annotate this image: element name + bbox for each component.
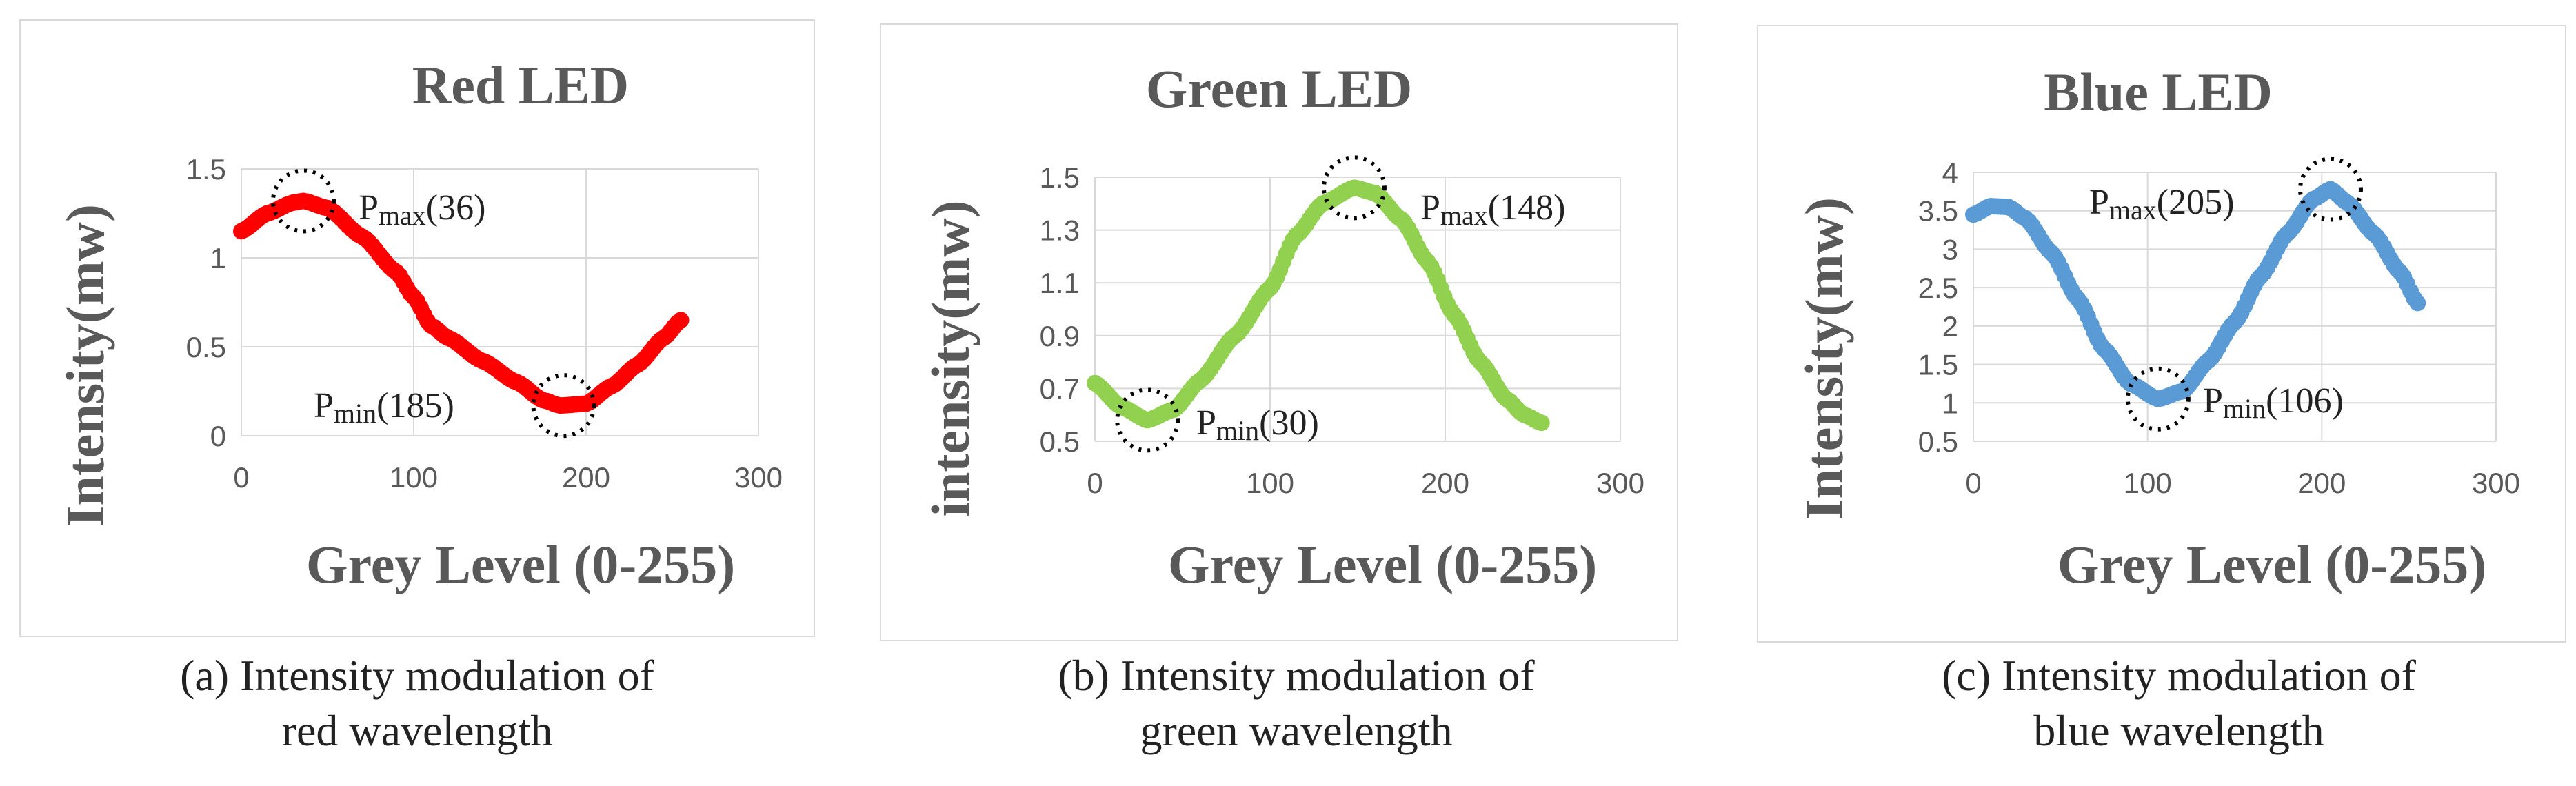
y-axis-label-b: intensity(mw) [920,200,980,516]
ytick-c-2: 1.5 [1918,349,1958,381]
ytick-b-4: 1.3 [1040,214,1080,247]
y-axis-label-c: Intensity(mw) [1794,197,1854,520]
caption-a-line1: (a) Intensity modulation of [180,651,654,700]
ytick-c-3: 2 [1942,310,1958,343]
xtick-b-2: 200 [1421,467,1469,499]
xtick-c-1: 100 [2124,467,2172,499]
xtick-a-3: 300 [734,461,783,494]
xtick-a-0: 0 [233,461,249,494]
ytick-c-4: 2.5 [1918,272,1958,304]
annotation-label-b-0: Pmax(148) [1420,188,1565,231]
x-axis-label-b: Grey Level (0-255) [1168,534,1597,594]
annotation-circle-b-0 [1321,155,1387,221]
xtick-a-1: 100 [390,461,438,494]
chart-title-c: Blue LED [2044,62,2273,122]
annotation-label-a-1: Pmin(185) [314,386,454,429]
ytick-c-7: 4 [1942,157,1958,189]
point-c-last [2409,294,2426,312]
caption-c-line1: (c) Intensity modulation of [1942,651,2416,700]
annotation-circle-b-1 [1115,387,1180,453]
panel-blue-led [1757,25,2566,643]
ytick-b-3: 1.1 [1040,267,1080,299]
ytick-c-0: 0.5 [1918,425,1958,458]
ytick-b-1: 0.7 [1040,372,1080,405]
caption-b-line2: green wavelength [1140,706,1453,755]
xtick-c-2: 200 [2297,467,2346,499]
caption-b: (b) Intensity modulation of green wavele… [917,648,1676,758]
ytick-b-2: 0.9 [1040,320,1080,352]
annotation-label-b-1: Pmin(30) [1196,403,1319,446]
xtick-c-3: 300 [2472,467,2520,499]
point-b-last [1533,414,1550,432]
caption-a: (a) Intensity modulation of red waveleng… [38,648,796,758]
x-axis-label-c: Grey Level (0-255) [2057,534,2486,594]
ytick-b-5: 1.5 [1040,161,1080,194]
y-axis-label-a: Intensity(mw) [55,204,115,527]
annotation-circle-a-1 [531,373,596,439]
ytick-a-3: 1.5 [186,153,226,185]
ytick-b-0: 0.5 [1040,425,1080,458]
caption-c: (c) Intensity modulation of blue wavelen… [1800,648,2558,758]
point-a-last [672,312,690,329]
ytick-c-6: 3.5 [1918,195,1958,228]
ytick-a-2: 1 [210,242,226,274]
annotation-circle-a-0 [271,168,336,234]
ytick-a-1: 0.5 [186,331,226,363]
caption-b-line1: (b) Intensity modulation of [1058,651,1535,700]
x-axis-label-a: Grey Level (0-255) [306,534,735,594]
ytick-a-0: 0 [210,420,226,452]
annotation-label-c-0: Pmax(205) [2089,183,2234,225]
ytick-c-5: 3 [1942,233,1958,265]
chart-title-a: Red LED [412,55,629,115]
ytick-c-1: 1 [1942,387,1958,419]
panel-green-led [880,23,1678,641]
xtick-b-1: 100 [1246,467,1294,499]
annotation-circle-c-0 [2297,157,2363,222]
chart-title-b: Green LED [1146,59,1412,119]
annotation-label-a-0: Pmax(36) [359,188,485,231]
xtick-b-0: 0 [1087,467,1103,499]
annotation-label-c-1: Pmin(106) [2203,381,2344,424]
caption-c-line2: blue wavelength [2033,706,2324,755]
xtick-b-3: 300 [1596,467,1644,499]
annotation-circle-c-1 [2125,366,2191,432]
xtick-c-0: 0 [1965,467,1981,499]
xtick-a-2: 200 [562,461,610,494]
caption-a-line2: red wavelength [281,706,553,755]
